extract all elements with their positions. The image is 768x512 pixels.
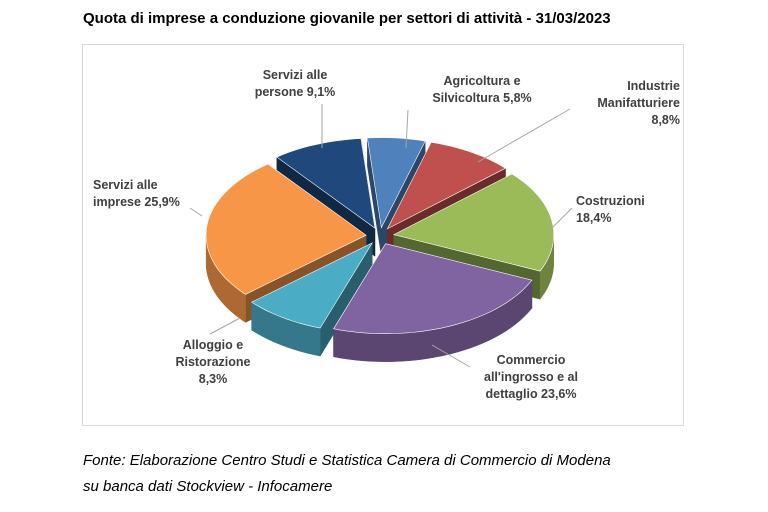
slice-label-line: all'ingrosso e al <box>484 370 578 384</box>
slice-top <box>333 243 533 335</box>
slice-label-line: Industrie <box>627 79 680 93</box>
leader-line <box>431 344 471 368</box>
slice-3 <box>333 242 533 362</box>
slice-label: Commercio all'ingrosso e al dettaglio 23,6… <box>466 352 596 403</box>
slice-top <box>276 138 376 229</box>
slice-label: Alloggio e Ristorazione 8,3% <box>158 337 268 388</box>
slice-label-line: Agricoltura e <box>443 74 521 88</box>
source-note: Fonte: Elaborazione Centro Studi e Stati… <box>83 448 723 500</box>
source-line-2: su banca dati Stockview - Infocamere <box>83 478 333 495</box>
slice-label-line: Servizi alle <box>262 68 328 82</box>
slice-top <box>205 163 367 295</box>
slice-label-line: Ristorazione <box>175 355 251 369</box>
slice-label-line: Alloggio e <box>182 338 244 352</box>
slice-top <box>251 242 373 329</box>
slice-label: Agricoltura e Silvicoltura 5,8% <box>423 73 541 107</box>
slice-label: Servizi alle persone 9,1% <box>240 67 350 101</box>
slice-top <box>367 137 426 229</box>
leader-line <box>189 207 203 217</box>
slice-top <box>392 173 555 272</box>
slice-top <box>386 141 507 230</box>
leader-line <box>477 108 571 163</box>
slice-label-line: Costruzioni <box>576 194 645 208</box>
slice-label-line: imprese 25,9% <box>93 195 180 209</box>
page-title: Quota di imprese a conduzione giovanile … <box>83 10 611 27</box>
leader-line <box>547 207 573 233</box>
leader-line <box>209 317 241 335</box>
slice-4 <box>251 242 373 357</box>
slice-label-line: persone 9,1% <box>254 85 336 99</box>
source-line-1: Fonte: Elaborazione Centro Studi e Stati… <box>83 452 611 469</box>
slice-label-line: 8,8% <box>651 113 681 127</box>
slice-label-line: Manifatturiere <box>597 96 680 110</box>
leader-line <box>405 109 409 149</box>
slice-label: Industrie Manifatturiere 8,8% <box>580 78 680 129</box>
slice-label-line: Commercio <box>496 353 566 367</box>
slice-label-line: dettaglio 23,6% <box>485 387 577 401</box>
slice-label-line: 8,3% <box>198 372 228 386</box>
slice-label: Servizi alle imprese 25,9% <box>93 177 203 211</box>
slice-label-line: 18,4% <box>576 211 612 225</box>
slice-label-line: Servizi alle <box>93 178 158 192</box>
slice-label-line: Silvicoltura 5,8% <box>432 91 532 105</box>
slice-label: Costruzioni 18,4% <box>576 193 676 227</box>
